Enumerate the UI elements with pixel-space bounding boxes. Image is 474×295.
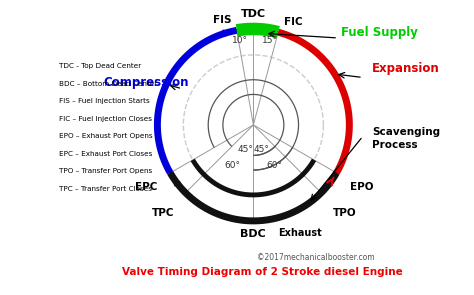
Text: TPC: TPC xyxy=(152,208,174,217)
Text: BDC – Bottom Dead Center: BDC – Bottom Dead Center xyxy=(59,81,157,87)
Text: 45°: 45° xyxy=(253,145,269,154)
Text: FIS: FIS xyxy=(213,15,232,25)
Text: EPC: EPC xyxy=(135,182,157,192)
Text: FIC: FIC xyxy=(284,17,303,27)
Text: 45°: 45° xyxy=(237,145,254,154)
Text: Valve Timing Diagram of 2 Stroke diesel Engine: Valve Timing Diagram of 2 Stroke diesel … xyxy=(122,267,403,277)
Text: TPO – Transfer Port Opens: TPO – Transfer Port Opens xyxy=(59,168,152,174)
Text: 15°: 15° xyxy=(262,36,278,45)
Text: ©2017mechanicalbooster.com: ©2017mechanicalbooster.com xyxy=(257,253,374,262)
Text: EPC – Exhaust Port Closes: EPC – Exhaust Port Closes xyxy=(59,151,153,157)
Text: FIS – Fuel Injection Starts: FIS – Fuel Injection Starts xyxy=(59,98,150,104)
Text: FIC – Fuel Injection Closes: FIC – Fuel Injection Closes xyxy=(59,116,152,122)
Text: Exhaust: Exhaust xyxy=(278,228,322,238)
Text: Fuel Supply: Fuel Supply xyxy=(341,26,419,39)
Text: 60°: 60° xyxy=(267,161,283,170)
Text: Scavenging
Process: Scavenging Process xyxy=(372,127,440,150)
Text: EPO: EPO xyxy=(350,182,373,192)
Text: TPC – Transfer Port Closes: TPC – Transfer Port Closes xyxy=(59,186,152,192)
Text: TDC - Top Dead Center: TDC - Top Dead Center xyxy=(59,63,141,69)
Text: TPO: TPO xyxy=(333,208,356,217)
Text: 10°: 10° xyxy=(232,36,248,45)
Text: BDC: BDC xyxy=(240,229,266,239)
Text: TDC: TDC xyxy=(241,9,266,19)
Text: Expansion: Expansion xyxy=(372,62,440,75)
Text: 60°: 60° xyxy=(224,161,240,170)
Text: EPO – Exhaust Port Opens: EPO – Exhaust Port Opens xyxy=(59,133,153,139)
Text: Compression: Compression xyxy=(103,76,189,88)
